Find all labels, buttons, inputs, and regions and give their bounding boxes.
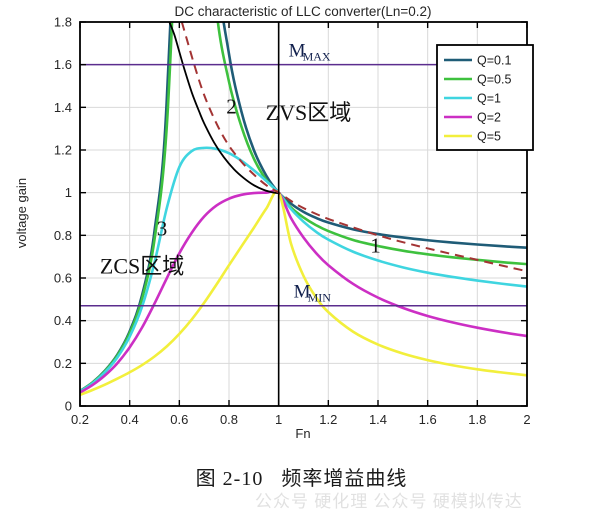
- m-label-subscript: MIN: [308, 291, 332, 305]
- x-tick-label: 1: [275, 412, 282, 427]
- axes-frame: [79, 21, 528, 407]
- annotation-region-1: 1: [370, 233, 381, 257]
- chart-figure: DC characteristic of LLC converter(Ln=0.…: [14, 4, 534, 441]
- caption-text: 频率增益曲线: [281, 468, 408, 490]
- chart-title: DC characteristic of LLC converter(Ln=0.…: [175, 4, 432, 19]
- legend-label-q-2[interactable]: Q=2: [477, 111, 501, 125]
- y-tick-label: 0: [65, 399, 72, 414]
- legend[interactable]: Q=0.1 Q=0.5 Q=1 Q=2 Q=5: [436, 44, 534, 151]
- x-tick-label: 0.2: [71, 412, 89, 427]
- annotation-region-zvs: ZVS区域: [266, 100, 352, 125]
- legend-label-q-1[interactable]: Q=1: [477, 92, 501, 106]
- y-tick-label: 1.8: [54, 15, 72, 30]
- x-tick-label: 0.6: [170, 412, 188, 427]
- y-tick-label: 0.8: [54, 228, 72, 243]
- y-tick-label: 0.4: [54, 313, 72, 328]
- axes: 0.2 0.4 0.6 0.8 1 1.2 1.4 1.6 1.8 200.20.40.60.81…: [54, 15, 531, 428]
- series-line-q-2: [80, 189, 527, 394]
- m-label-base: M: [289, 41, 306, 62]
- x-tick-label: 2: [523, 412, 530, 427]
- x-tick-label: 0.4: [121, 412, 139, 427]
- series-line-q-1: [80, 146, 527, 393]
- series-line-q-5: [80, 190, 527, 397]
- m-label-subscript: MAX: [303, 50, 331, 64]
- y-axis-label: voltage gain: [14, 178, 29, 248]
- x-tick-label: 1.6: [419, 412, 437, 427]
- x-tick-label: 0.8: [220, 412, 238, 427]
- annotation-region-zcs: ZCS区域: [100, 254, 184, 279]
- y-tick-label: 1.4: [54, 100, 72, 115]
- annotation-region-3: 3: [157, 216, 168, 240]
- x-axis-label: Fn: [295, 426, 310, 441]
- m-label-base: M: [294, 282, 311, 303]
- watermark: 公众号 硬化理 公众号 硬模拟传达: [255, 492, 523, 511]
- y-tick-label: 1.6: [54, 57, 72, 72]
- series-group: [80, 22, 527, 406]
- legend-label-q-5[interactable]: Q=5: [477, 130, 501, 144]
- y-tick-label: 1.2: [54, 143, 72, 158]
- legend-label-q-0-5[interactable]: Q=0.5: [477, 73, 511, 87]
- y-tick-label: 0.2: [54, 356, 72, 371]
- y-tick-label: 1: [65, 185, 72, 200]
- x-tick-label: 1.8: [468, 412, 486, 427]
- caption-number: 图 2-10: [195, 468, 264, 490]
- annotation-region-2: 2: [226, 95, 237, 119]
- figure-caption: 图 2-10 频率增益曲线: [0, 462, 603, 491]
- plot-area: [80, 22, 527, 406]
- llc-dc-characteristic-chart: DC characteristic of LLC converter(Ln=0.…: [14, 4, 534, 441]
- zvs-zcs-boundary-curve: [168, 22, 279, 194]
- y-tick-label: 0.6: [54, 271, 72, 286]
- x-tick-label: 1.4: [369, 412, 387, 427]
- legend-label-q-0-1[interactable]: Q=0.1: [477, 54, 511, 68]
- x-tick-label: 1.2: [319, 412, 337, 427]
